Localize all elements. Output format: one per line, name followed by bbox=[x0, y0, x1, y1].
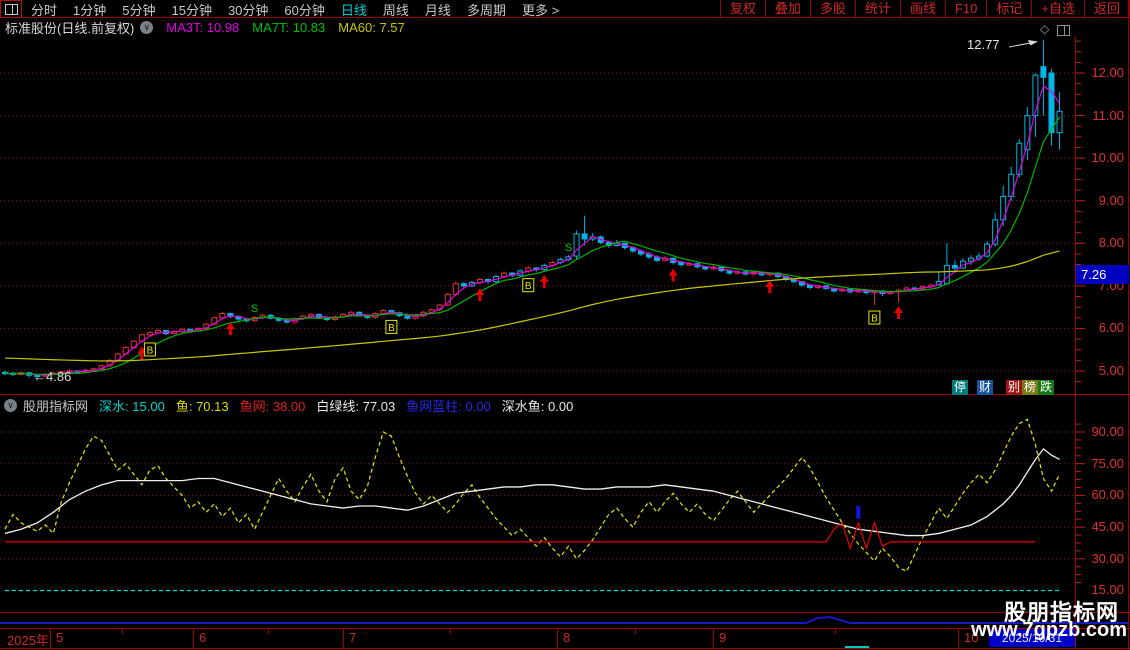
high-price-annotation: 12.77 bbox=[967, 37, 1000, 52]
price-axis-label: 9.00 bbox=[1098, 193, 1124, 208]
timeline-year: 2025年 bbox=[7, 633, 49, 648]
price-axis-label: 11.00 bbox=[1092, 108, 1124, 123]
indicator-value-shenshui: 深水: 15.00 bbox=[99, 398, 165, 414]
top-toolbar: 分时 1分钟 5分钟 15分钟 30分钟 60分钟 日线 周线 月线 多周期 更… bbox=[0, 0, 1130, 18]
period-tab-15min[interactable]: 15分钟 bbox=[171, 2, 212, 18]
indicator-axis-label: 45.00 bbox=[1091, 519, 1124, 534]
indicator-value-yuwanglanzhu: 鱼网蓝柱: 0.00 bbox=[406, 398, 491, 414]
layout-button[interactable] bbox=[0, 0, 22, 18]
svg-text:S: S bbox=[251, 303, 258, 315]
tag-badge[interactable]: 别 bbox=[1006, 380, 1022, 395]
indicator-axis-label: 75.00 bbox=[1091, 456, 1124, 471]
timeline-month-label: 8 bbox=[563, 630, 571, 645]
last-date-badge: 2025/10/31 bbox=[989, 629, 1075, 647]
indicator-axis-label: 60.00 bbox=[1091, 487, 1124, 502]
indicator-axis-label: 30.00 bbox=[1091, 551, 1124, 566]
indicator-value-bailvxian: 白绿线: 77.03 bbox=[316, 398, 396, 414]
menu-back[interactable]: 返回 bbox=[1083, 0, 1130, 18]
price-axis-label: 6.00 bbox=[1098, 320, 1124, 335]
window-split-icon bbox=[4, 3, 18, 15]
menu-f10[interactable]: F10 bbox=[944, 0, 986, 18]
indicator-name: 股朋指标网 bbox=[23, 398, 89, 414]
menu-add-favorite[interactable]: +自选 bbox=[1031, 0, 1084, 18]
tag-badge[interactable]: 榜 bbox=[1022, 380, 1038, 395]
diamond-icon[interactable]: ◇ bbox=[1040, 22, 1050, 36]
timeline-month-label: 6 bbox=[199, 630, 207, 645]
collapse-chevron-icon[interactable]: ∨ bbox=[140, 20, 154, 34]
period-tab-multi[interactable]: 多周期 bbox=[466, 2, 506, 18]
indicator-value-shenshuiyu: 深水鱼: 0.00 bbox=[501, 398, 574, 414]
period-tabs: 分时 1分钟 5分钟 15分钟 30分钟 60分钟 日线 周线 月线 多周期 更… bbox=[31, 0, 559, 19]
svg-text:B: B bbox=[525, 281, 532, 292]
svg-text:B: B bbox=[388, 323, 395, 334]
period-tab-weekly[interactable]: 周线 bbox=[382, 2, 409, 18]
ma60-legend: MA60: 7.57 bbox=[338, 19, 405, 35]
indicator-collapse-icon[interactable]: ∨ bbox=[4, 398, 17, 412]
period-tab-30min[interactable]: 30分钟 bbox=[227, 2, 269, 18]
stock-title: 标准股份(日线.前复权) bbox=[5, 20, 135, 36]
tag-badge[interactable]: 财 bbox=[977, 380, 993, 395]
period-tab-60min[interactable]: 60分钟 bbox=[284, 2, 325, 18]
menu-huaxian[interactable]: 画线 bbox=[899, 0, 945, 18]
price-axis-label: 5.00 bbox=[1098, 363, 1124, 378]
timeline-month-label: 9 bbox=[719, 630, 727, 645]
menu-diejia[interactable]: 叠加 bbox=[764, 0, 810, 18]
right-menu: 复权 叠加 多股 统计 画线 F10 标记 +自选 返回 bbox=[719, 0, 1130, 18]
panel-icon[interactable] bbox=[1057, 25, 1070, 36]
price-axis-label: 10.00 bbox=[1091, 150, 1124, 165]
price-axis-label: 12.00 bbox=[1091, 65, 1124, 80]
indicator-header: ∨ 股朋指标网 深水: 15.00 鱼: 70.13 鱼网: 38.00 白绿线… bbox=[0, 396, 573, 414]
svg-text:B: B bbox=[147, 345, 154, 356]
ma7-legend: MA7T: 10.83 bbox=[252, 19, 326, 35]
price-axis-label: 8.00 bbox=[1098, 235, 1124, 250]
tag-badge[interactable]: 停 bbox=[952, 380, 968, 395]
tag-badge[interactable]: 跌 bbox=[1038, 380, 1054, 395]
ma3-legend: MA3T: 10.98 bbox=[166, 19, 240, 35]
indicator-axis-label: 15.00 bbox=[1091, 582, 1124, 597]
indicator-axis-label: 90.00 bbox=[1091, 424, 1124, 439]
timeline-month-label: 5 bbox=[56, 630, 64, 645]
svg-text:B: B bbox=[871, 314, 878, 325]
menu-duogu[interactable]: 多股 bbox=[809, 0, 855, 18]
period-tab-monthly[interactable]: 月线 bbox=[424, 2, 451, 18]
menu-biaoji[interactable]: 标记 bbox=[986, 0, 1031, 18]
indicator-value-yu: 鱼: 70.13 bbox=[175, 398, 229, 414]
period-tab-more[interactable]: 更多 > bbox=[521, 2, 560, 18]
watermark-url: www.7gpzb.com bbox=[971, 619, 1127, 641]
menu-fuquan[interactable]: 复权 bbox=[719, 0, 765, 18]
period-tab-1min[interactable]: 1分钟 bbox=[73, 2, 107, 18]
watermark-site-name: 股朋指标网 bbox=[1003, 600, 1119, 625]
title-bar: 标准股份(日线.前复权) ∨ MA3T: 10.98 MA7T: 10.83 M… bbox=[0, 18, 1075, 36]
period-tab-daily[interactable]: 日线 bbox=[340, 2, 367, 18]
period-tab-5min[interactable]: 5分钟 bbox=[122, 2, 156, 18]
period-tab-fenshi[interactable]: 分时 bbox=[31, 2, 58, 18]
low-price-annotation: ←4.86 bbox=[33, 369, 72, 384]
svg-text:S: S bbox=[565, 242, 572, 254]
menu-tongji[interactable]: 统计 bbox=[854, 0, 900, 18]
timeline-month-label: 10 bbox=[964, 630, 979, 645]
timeline-month-label: 7 bbox=[349, 630, 357, 645]
current-price-badge: 7.26 bbox=[1076, 265, 1129, 284]
indicator-value-yuwang: 鱼网: 38.00 bbox=[239, 398, 306, 414]
